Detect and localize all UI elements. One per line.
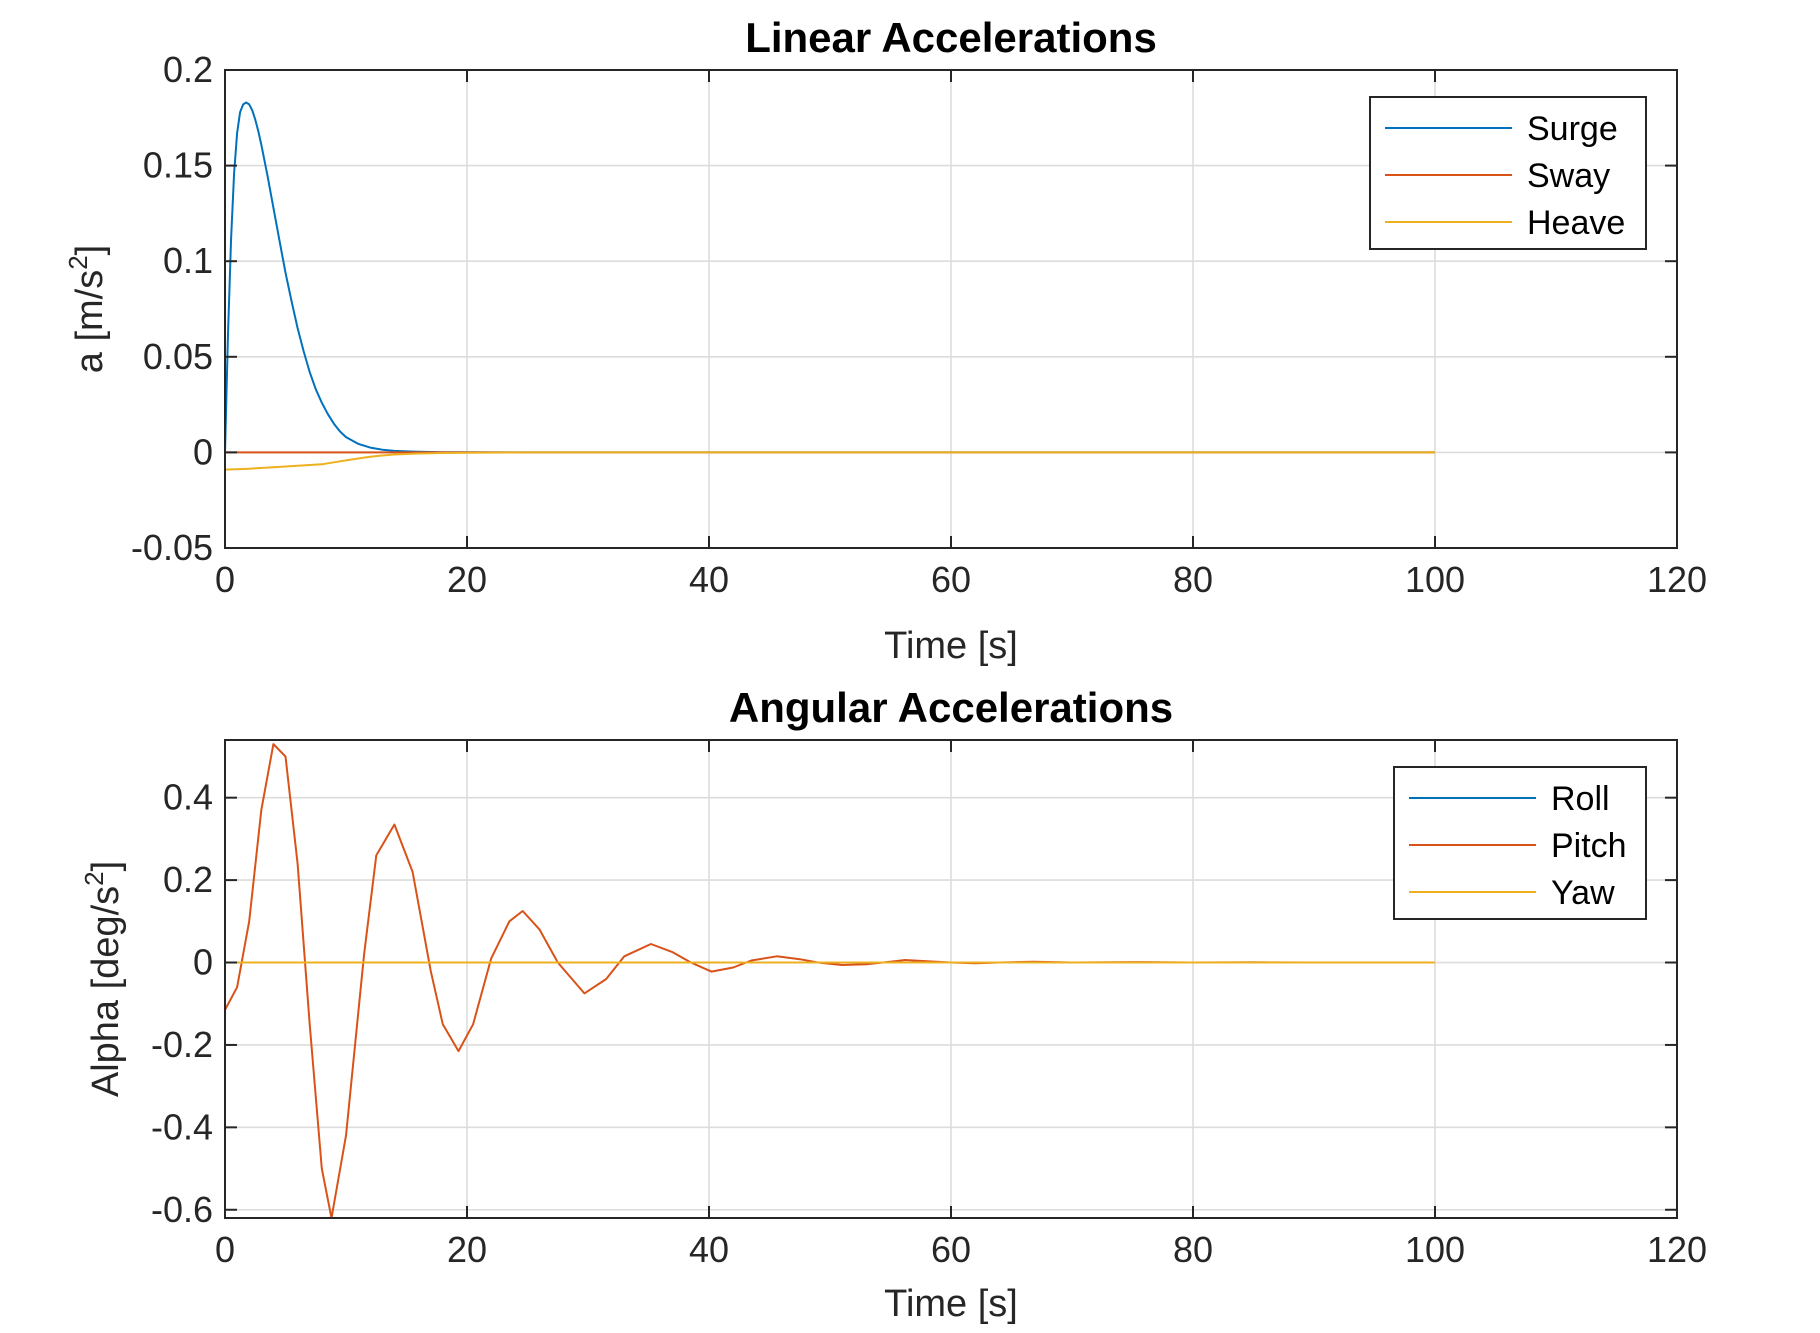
x-tick-label: 80 — [1173, 559, 1213, 600]
y-tick-label: 0.1 — [163, 240, 213, 281]
y-tick-label: 0.4 — [163, 777, 213, 818]
x-tick-label: 60 — [931, 559, 971, 600]
chart-title: Linear Accelerations — [745, 14, 1157, 61]
legend-label-roll: Roll — [1551, 780, 1610, 818]
y-tick-label: 0.2 — [163, 859, 213, 900]
y-tick-label: 0.2 — [163, 49, 213, 90]
legend: Roll Pitch Yaw — [1393, 766, 1647, 920]
chart-title: Angular Accelerations — [729, 684, 1173, 731]
y-axis-label: a [m/s2] — [63, 245, 111, 374]
x-axis-label: Time [s] — [884, 625, 1018, 667]
legend-label-surge: Surge — [1527, 110, 1618, 148]
x-tick-label: 120 — [1647, 559, 1707, 600]
legend-label-pitch: Pitch — [1551, 827, 1627, 865]
x-tick-label: 80 — [1173, 1229, 1213, 1270]
x-tick-label: 20 — [447, 1229, 487, 1270]
x-tick-label: 120 — [1647, 1229, 1707, 1270]
legend: Surge Sway Heave — [1369, 96, 1647, 250]
x-tick-label: 20 — [447, 559, 487, 600]
y-tick-label: 0 — [193, 942, 213, 983]
legend-label-yaw: Yaw — [1551, 874, 1615, 912]
legend-label-sway: Sway — [1527, 157, 1610, 195]
x-tick-label: 0 — [215, 559, 235, 600]
x-tick-label: 60 — [931, 1229, 971, 1270]
x-tick-label: 40 — [689, 1229, 729, 1270]
series-line-heave — [224, 451, 1435, 471]
y-tick-label: -0.05 — [131, 527, 213, 568]
x-tick-label: 40 — [689, 559, 729, 600]
y-tick-label: -0.4 — [151, 1106, 213, 1147]
angular-accelerations-chart: 0 20 40 60 80 100 120 -0.6 -0.4 -0.2 0 0.2 0.4 Angul… — [79, 684, 1707, 1325]
x-tick-label: 100 — [1405, 559, 1465, 600]
y-axis-label: Alpha [deg/s2] — [79, 861, 127, 1097]
y-tick-label: -0.6 — [151, 1189, 213, 1230]
y-tick-label: 0.15 — [143, 145, 213, 186]
y-tick-label: 0.05 — [143, 336, 213, 377]
y-tick-label: -0.2 — [151, 1024, 213, 1065]
y-tick-label: 0 — [193, 431, 213, 472]
legend-label-heave: Heave — [1527, 204, 1625, 242]
x-axis-label: Time [s] — [884, 1283, 1018, 1325]
x-tick-label: 100 — [1405, 1229, 1465, 1270]
x-tick-label: 0 — [215, 1229, 235, 1270]
